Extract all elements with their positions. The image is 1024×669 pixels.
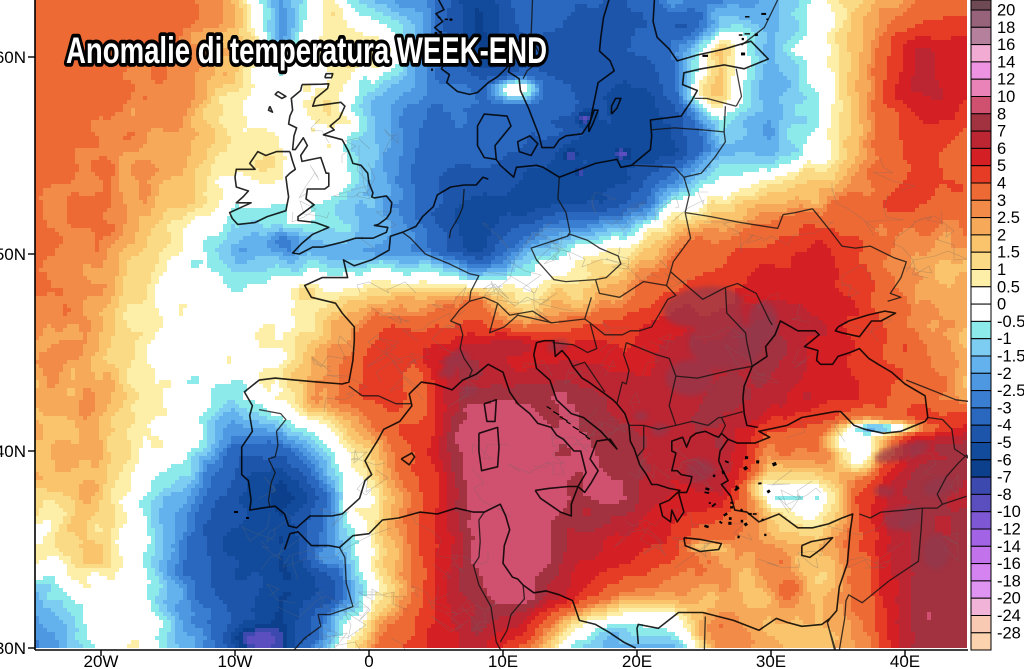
svg-text:-14: -14 [997,538,1021,556]
svg-text:4: 4 [997,175,1006,193]
svg-text:-20: -20 [997,590,1021,608]
svg-text:20E: 20E [622,652,652,669]
svg-text:7: 7 [997,123,1006,141]
svg-text:0.5: 0.5 [997,278,1020,296]
svg-text:-24: -24 [997,607,1021,625]
svg-text:-7: -7 [997,469,1012,487]
svg-text:18: 18 [997,19,1015,37]
svg-text:2.5: 2.5 [997,209,1020,227]
svg-text:10E: 10E [488,652,518,669]
svg-text:-2: -2 [997,365,1012,383]
svg-text:30E: 30E [756,652,786,669]
svg-text:-18: -18 [997,572,1021,590]
svg-text:-16: -16 [997,555,1021,573]
svg-text:-28: -28 [997,624,1021,642]
svg-text:40E: 40E [890,652,920,669]
svg-text:6: 6 [997,140,1006,158]
svg-text:3: 3 [997,192,1006,210]
svg-text:-8: -8 [997,486,1012,504]
svg-text:14: 14 [997,53,1015,71]
svg-text:40N: 40N [0,442,26,461]
svg-text:10W: 10W [218,652,253,669]
svg-text:-1: -1 [997,330,1012,348]
svg-text:1: 1 [997,261,1006,279]
svg-text:-2.5: -2.5 [997,382,1024,400]
svg-text:0: 0 [364,652,373,669]
svg-text:0: 0 [997,296,1006,314]
svg-text:16: 16 [997,36,1015,54]
svg-text:2: 2 [997,226,1006,244]
svg-text:-12: -12 [997,521,1021,539]
svg-text:1.5: 1.5 [997,244,1020,262]
svg-text:Anomalie di temperatura WEEK-E: Anomalie di temperatura WEEK-END [66,30,547,71]
svg-text:60N: 60N [0,48,26,67]
svg-text:50N: 50N [0,245,26,264]
svg-text:8: 8 [997,105,1006,123]
svg-text:20W: 20W [84,652,119,669]
svg-text:12: 12 [997,71,1015,89]
svg-text:-3: -3 [997,399,1012,417]
svg-text:-0.5: -0.5 [997,313,1024,331]
svg-text:-10: -10 [997,503,1021,521]
svg-text:10: 10 [997,88,1015,106]
svg-text:-4: -4 [997,417,1012,435]
svg-text:5: 5 [997,157,1006,175]
svg-text:-1.5: -1.5 [997,348,1024,366]
svg-text:-5: -5 [997,434,1012,452]
svg-text:-6: -6 [997,451,1012,469]
svg-text:30N: 30N [0,639,26,658]
svg-text:20: 20 [997,2,1015,20]
